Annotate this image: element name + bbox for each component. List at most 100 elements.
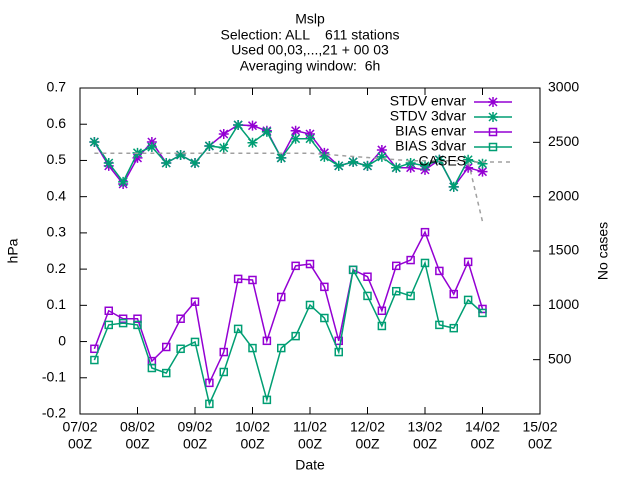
y-tick-label: 0 bbox=[58, 332, 66, 348]
y-axis-label: hPa bbox=[5, 238, 21, 263]
point bbox=[290, 133, 301, 144]
point bbox=[290, 125, 301, 136]
point bbox=[377, 321, 387, 331]
point bbox=[420, 227, 430, 237]
point bbox=[118, 314, 128, 323]
point bbox=[218, 142, 229, 153]
legend-label: CASES bbox=[419, 153, 466, 169]
point bbox=[104, 306, 113, 316]
point bbox=[146, 136, 157, 147]
x-tick-label: 07/02 bbox=[62, 419, 97, 435]
point bbox=[463, 295, 473, 305]
y-tick-label: 0.4 bbox=[47, 187, 67, 203]
point bbox=[132, 152, 143, 163]
x-tick-label: 08/02 bbox=[120, 419, 155, 435]
point bbox=[162, 368, 171, 378]
legend-marker bbox=[488, 112, 498, 122]
chart-subtitle: Averaging window: 6h bbox=[240, 58, 381, 74]
point bbox=[118, 176, 129, 187]
point bbox=[161, 157, 172, 168]
point bbox=[248, 275, 257, 285]
point bbox=[205, 378, 214, 388]
point bbox=[277, 343, 286, 353]
x-tick-label: 00Z bbox=[68, 436, 93, 452]
point bbox=[319, 151, 330, 162]
point bbox=[233, 324, 243, 334]
point bbox=[348, 156, 359, 167]
x-tick-label: 00Z bbox=[528, 436, 553, 452]
legend-marker bbox=[488, 127, 498, 137]
point bbox=[405, 157, 416, 168]
y-tick-label: 0.2 bbox=[47, 260, 67, 276]
y2-tick-label: 1500 bbox=[548, 242, 579, 258]
point bbox=[104, 320, 113, 330]
point bbox=[420, 160, 430, 171]
point bbox=[218, 129, 229, 140]
point bbox=[146, 142, 157, 153]
point bbox=[348, 265, 358, 275]
point bbox=[233, 274, 243, 284]
y2-tick-label: 3000 bbox=[548, 79, 579, 95]
y-tick-label: -0.2 bbox=[42, 405, 66, 421]
point bbox=[376, 151, 387, 162]
point bbox=[362, 160, 373, 171]
point bbox=[448, 181, 459, 192]
x-axis-label: Date bbox=[295, 457, 325, 473]
point bbox=[90, 344, 99, 354]
series-line bbox=[93, 260, 484, 407]
point bbox=[392, 261, 401, 271]
legend-label: STDV envar bbox=[390, 93, 467, 109]
point bbox=[103, 157, 114, 168]
x-tick-label: 15/02 bbox=[522, 419, 557, 435]
point bbox=[219, 367, 228, 377]
point bbox=[90, 355, 99, 365]
x-tick-label: 09/02 bbox=[177, 419, 212, 435]
point bbox=[248, 343, 257, 353]
point bbox=[89, 136, 100, 147]
x-tick-label: 14/02 bbox=[465, 419, 500, 435]
point bbox=[176, 344, 185, 354]
y-tick-label: 0.6 bbox=[47, 115, 67, 131]
point bbox=[276, 152, 287, 163]
point bbox=[133, 320, 142, 330]
point bbox=[147, 363, 157, 373]
point bbox=[204, 140, 215, 151]
point bbox=[435, 266, 444, 276]
x-tick-label: 00Z bbox=[183, 436, 208, 452]
point bbox=[377, 306, 387, 316]
series-line bbox=[94, 152, 484, 222]
point bbox=[463, 257, 473, 267]
point bbox=[190, 297, 200, 306]
point bbox=[247, 120, 258, 131]
point bbox=[291, 261, 300, 271]
point bbox=[463, 162, 474, 173]
series-line bbox=[93, 230, 484, 386]
x-tick-label: 11/02 bbox=[293, 419, 327, 435]
y-tick-label: 0.5 bbox=[47, 151, 67, 167]
x-tick-label: 13/02 bbox=[407, 419, 442, 435]
point bbox=[277, 292, 286, 302]
point bbox=[190, 157, 200, 168]
point bbox=[233, 119, 244, 130]
x-tick-label: 00Z bbox=[470, 436, 495, 452]
point bbox=[305, 259, 315, 269]
x-tick-label: 00Z bbox=[413, 436, 438, 452]
point bbox=[363, 272, 372, 281]
x-tick-label: 12/02 bbox=[350, 419, 385, 435]
x-tick-label: 00Z bbox=[240, 436, 265, 452]
point bbox=[477, 158, 488, 169]
point bbox=[305, 133, 315, 144]
point bbox=[477, 166, 488, 177]
point bbox=[478, 308, 487, 318]
point bbox=[449, 289, 458, 299]
point bbox=[320, 282, 329, 292]
point bbox=[133, 314, 142, 323]
x-tick-label: 00Z bbox=[125, 436, 150, 452]
y2-tick-label: 2000 bbox=[548, 187, 579, 203]
point bbox=[219, 347, 228, 357]
y2-tick-label: 2500 bbox=[548, 133, 579, 149]
point bbox=[392, 286, 401, 296]
x-tick-label: 10/02 bbox=[235, 419, 270, 435]
point bbox=[320, 313, 329, 323]
y2-axis-label: No cases bbox=[595, 222, 611, 280]
